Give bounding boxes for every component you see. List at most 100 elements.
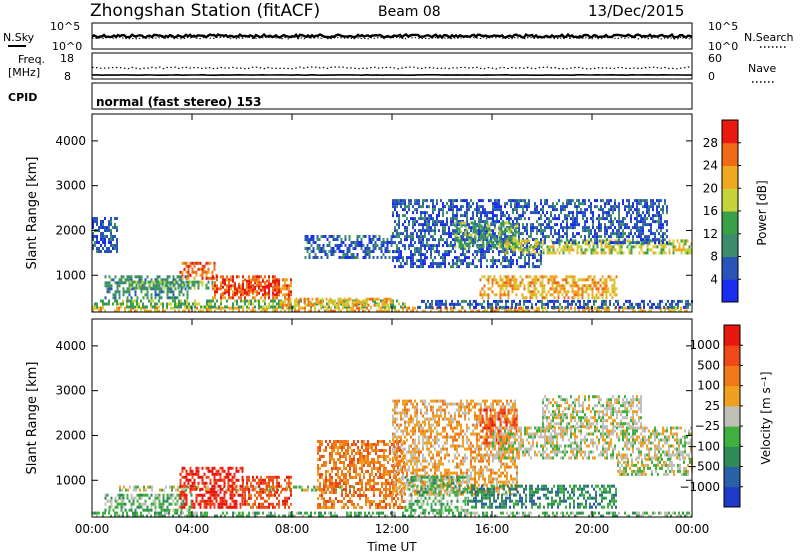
data-cell <box>664 514 666 518</box>
data-cell <box>227 469 230 473</box>
data-cell <box>425 305 427 309</box>
data-cell <box>503 305 505 309</box>
data-cell <box>612 241 614 245</box>
data-cell <box>630 232 632 236</box>
data-cell <box>176 499 179 503</box>
data-cell <box>207 488 209 492</box>
data-cell <box>110 220 112 223</box>
data-cell <box>632 511 634 515</box>
data-cell <box>164 514 166 518</box>
data-cell <box>119 485 121 489</box>
data-cell <box>215 469 218 473</box>
data-cell <box>242 496 244 500</box>
data-cell <box>636 226 638 230</box>
data-cell <box>514 208 516 212</box>
data-cell <box>188 505 191 509</box>
data-cell <box>184 514 186 518</box>
data-cell <box>650 199 652 203</box>
data-cell <box>511 287 514 291</box>
data-cell <box>260 478 262 482</box>
data-cell <box>593 284 596 288</box>
data-cell <box>650 248 653 252</box>
data-cell <box>427 299 429 303</box>
data-cell <box>571 299 573 303</box>
data-cell <box>658 223 660 227</box>
data-cell <box>155 280 158 284</box>
data-cell <box>522 226 524 230</box>
data-cell <box>438 511 440 515</box>
data-cell <box>370 241 373 244</box>
data-cell <box>596 235 598 239</box>
data-cell <box>232 309 234 313</box>
data-cell <box>197 267 200 271</box>
data-cell <box>241 475 244 479</box>
data-cell <box>162 290 165 294</box>
data-cell <box>114 217 116 220</box>
data-cell <box>438 253 440 257</box>
data-cell <box>284 281 286 285</box>
data-cell <box>278 305 280 309</box>
data-cell <box>190 493 193 497</box>
data-cell <box>539 275 542 279</box>
data-cell <box>307 485 309 489</box>
data-cell <box>193 270 196 274</box>
data-cell <box>204 511 206 515</box>
data-cell <box>580 202 582 206</box>
data-cell <box>140 290 143 294</box>
data-cell <box>394 235 396 239</box>
data-cell <box>648 208 650 212</box>
data-cell <box>482 250 484 254</box>
data-cell <box>237 469 240 473</box>
data-cell <box>577 299 579 303</box>
data-cell <box>414 253 416 257</box>
data-cell <box>422 205 424 209</box>
data-cell <box>384 247 387 250</box>
data-cell <box>326 253 329 256</box>
data-cell <box>652 214 654 218</box>
data-cell <box>351 303 354 307</box>
data-cell <box>410 262 412 266</box>
data-cell <box>193 505 196 509</box>
data-cell <box>444 262 446 266</box>
data-cell <box>172 514 174 518</box>
data-cell <box>524 211 526 215</box>
data-cell <box>613 278 616 282</box>
data-cell <box>472 262 474 266</box>
data-cell <box>584 309 586 313</box>
data-cell <box>508 227 511 231</box>
data-cell <box>504 230 507 234</box>
data-cell <box>468 239 471 243</box>
data-cell <box>614 208 616 212</box>
data-cell <box>575 284 578 288</box>
data-cell <box>132 496 135 500</box>
data-cell <box>574 241 576 245</box>
data-cell <box>146 514 148 518</box>
data-cell <box>636 199 638 203</box>
data-cell <box>644 309 646 313</box>
data-cell <box>618 238 620 242</box>
data-cell <box>194 511 196 515</box>
data-cell <box>658 241 660 245</box>
data-cell <box>206 302 208 306</box>
data-cell <box>114 293 117 297</box>
data-cell <box>557 305 559 309</box>
data-cell <box>246 305 248 309</box>
data-cell <box>308 238 311 241</box>
data-cell <box>646 211 648 215</box>
data-cell <box>187 472 190 476</box>
data-cell <box>254 511 256 515</box>
data-cell <box>248 496 250 500</box>
data-cell <box>362 244 365 247</box>
data-cell <box>216 275 218 279</box>
data-cell <box>130 493 133 497</box>
data-cell <box>150 278 153 282</box>
data-cell <box>348 244 351 247</box>
data-cell <box>672 245 675 249</box>
data-cell <box>481 293 484 297</box>
data-cell <box>118 293 121 297</box>
data-cell <box>183 505 186 509</box>
data-cell <box>604 205 606 209</box>
data-cell <box>129 485 131 489</box>
data-cell <box>324 305 326 309</box>
data-cell <box>371 297 374 301</box>
